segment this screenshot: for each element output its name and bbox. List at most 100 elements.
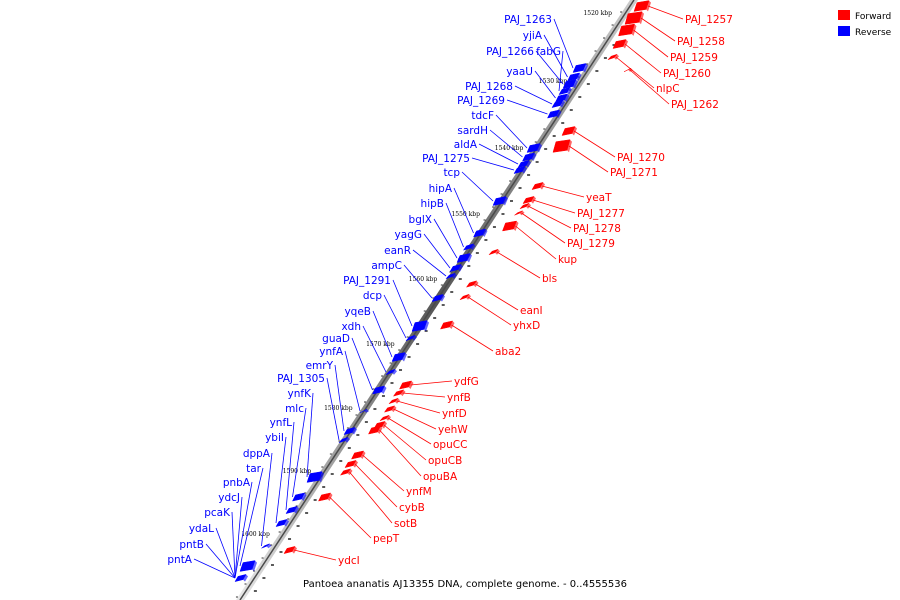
gene-label-ydcI[interactable]: ydcI (338, 555, 360, 567)
gene-label-ybiI[interactable]: ybiI (265, 432, 284, 444)
leader-line (362, 454, 405, 492)
gene-label-ynfL[interactable]: ynfL (270, 417, 293, 429)
gene-label-kup[interactable]: kup (558, 254, 577, 266)
gene-label-PAJ_1269[interactable]: PAJ_1269 (457, 95, 505, 107)
gene-reverse-tar-edge (252, 560, 257, 572)
leader-line (527, 205, 572, 229)
gene-label-pepT[interactable]: pepT (373, 533, 400, 545)
gene-label-PAJ_1291[interactable]: PAJ_1291 (343, 275, 391, 287)
gene-label-tdcF[interactable]: tdcF (471, 110, 494, 122)
gene-label-pntB[interactable]: pntB (179, 539, 204, 551)
gene-label-PAJ_1271[interactable]: PAJ_1271 (610, 167, 658, 179)
gene-label-yqeB[interactable]: yqeB (344, 306, 371, 318)
gene-label-yehW[interactable]: yehW (438, 424, 468, 436)
gene-label-opuCB[interactable]: opuCB (428, 455, 462, 467)
gene-label-hipA[interactable]: hipA (429, 183, 453, 195)
gene-label-ynfD[interactable]: ynfD (442, 408, 467, 420)
gene-label-ydcJ[interactable]: ydcJ (218, 492, 240, 504)
gene-label-ynfM[interactable]: ynfM (406, 486, 432, 498)
gene-label-sotB[interactable]: sotB (394, 518, 417, 530)
gene-label-ynfA[interactable]: ynfA (319, 346, 344, 358)
gene-label-yagG[interactable]: yagG (395, 229, 422, 241)
gene-label-hipB[interactable]: hipB (421, 198, 444, 210)
gene-label-PAJ_1270[interactable]: PAJ_1270 (617, 152, 665, 164)
leader-line (453, 187, 474, 234)
gene-reverse-dcp-edge (412, 335, 417, 341)
gene-label-pnbA[interactable]: pnbA (223, 477, 251, 489)
gene-label-bglX[interactable]: bglX (409, 214, 432, 226)
gene-label-opuCC[interactable]: opuCC (433, 439, 467, 451)
gene-label-PAJ_1258[interactable]: PAJ_1258 (677, 36, 725, 48)
gene-label-ynfK[interactable]: ynfK (288, 388, 313, 400)
gene-label-yhxD[interactable]: yhxD (513, 320, 540, 332)
gene-label-fabG[interactable]: fabG (536, 46, 561, 58)
gene-label-sardH[interactable]: sardH (457, 125, 488, 137)
gene-label-PAJ_1259[interactable]: PAJ_1259 (670, 52, 718, 64)
gene-reverse-eanR-edge (452, 273, 457, 279)
gene-label-yaaU[interactable]: yaaU (506, 66, 533, 78)
scale-tick-label: 1530 kbp (539, 78, 568, 85)
gene-reverse-pnbA-edge (243, 574, 248, 582)
leader-line (379, 429, 422, 477)
scale-tick-label: 1520 kbp (583, 10, 612, 17)
gene-label-emrY[interactable]: emrY (306, 360, 334, 372)
gene-label-PAJ_1279[interactable]: PAJ_1279 (567, 238, 615, 250)
gene-label-ydfG[interactable]: ydfG (454, 376, 479, 388)
leader-line (285, 421, 295, 511)
gene-reverse-hipA-edge (482, 228, 488, 238)
leader-line (383, 294, 407, 339)
gene-label-ydaL[interactable]: ydaL (189, 523, 214, 535)
gene-label-PAJ_1278[interactable]: PAJ_1278 (573, 223, 621, 235)
gene-label-aba2[interactable]: aba2 (495, 346, 521, 358)
gene-label-opuBA[interactable]: opuBA (423, 471, 458, 483)
gene-reverse-PAJ_1268-edge (560, 100, 565, 108)
gene-label-aldA[interactable]: aldA (454, 139, 478, 151)
gene-label-yeaT[interactable]: yeaT (586, 192, 612, 204)
gene-label-PAJ_1305[interactable]: PAJ_1305 (277, 373, 325, 385)
gene-label-PAJ_1262[interactable]: PAJ_1262 (671, 99, 719, 111)
gene-label-yjiA[interactable]: yjiA (523, 30, 543, 42)
gene-reverse-tdcF-edge (537, 143, 542, 153)
gene-reverse-dppA-edge (266, 543, 272, 549)
gene-reverse-ynfK-edge (319, 471, 324, 483)
gene-label-eanI[interactable]: eanI (520, 305, 543, 317)
gene-label-ynfB[interactable]: ynfB (447, 392, 471, 404)
gene-label-tar[interactable]: tar (246, 463, 262, 475)
gene-label-nlpC[interactable]: nlpC (656, 83, 680, 95)
gene-label-guaD[interactable]: guaD (322, 333, 350, 345)
gene-label-PAJ_1277[interactable]: PAJ_1277 (577, 208, 625, 220)
gene-label-PAJ_1257[interactable]: PAJ_1257 (685, 14, 733, 26)
leader-line (292, 407, 307, 498)
gene-reverse-ynfA-edge (364, 409, 369, 413)
leader-line (231, 511, 236, 579)
gene-label-PAJ_1266[interactable]: PAJ_1266 (486, 46, 534, 58)
leader-line (543, 34, 568, 78)
leader-line (495, 114, 528, 149)
leader-line (423, 233, 451, 269)
leader-line (396, 400, 441, 414)
gene-label-PAJ_1275[interactable]: PAJ_1275 (422, 153, 470, 165)
gene-label-bls[interactable]: bls (542, 273, 557, 285)
gene-label-dcp[interactable]: dcp (363, 290, 382, 302)
leader-line (521, 212, 566, 244)
gene-label-PAJ_1268[interactable]: PAJ_1268 (465, 81, 513, 93)
gene-label-xdh[interactable]: xdh (341, 321, 361, 333)
leader-line (383, 424, 427, 461)
gene-reverse-PAJ_1269-edge (556, 109, 562, 119)
gene-label-cybB[interactable]: cybB (399, 502, 425, 514)
gene-label-tcp[interactable]: tcp (443, 167, 460, 179)
gene-label-pcaK[interactable]: pcaK (204, 507, 231, 519)
leader-line (461, 171, 494, 202)
gene-label-eanR[interactable]: eanR (384, 245, 411, 257)
gene-label-dppA[interactable]: dppA (243, 448, 271, 460)
gene-label-pntA[interactable]: pntA (167, 554, 192, 566)
leader-line (615, 56, 655, 89)
leader-line (515, 225, 557, 260)
gene-label-PAJ_1263[interactable]: PAJ_1263 (504, 14, 552, 26)
leader-line (402, 392, 446, 398)
gene-label-ampC[interactable]: ampC (371, 260, 402, 272)
gene-label-PAJ_1260[interactable]: PAJ_1260 (663, 68, 711, 80)
gene-label-mlc[interactable]: mlc (285, 403, 304, 415)
gene-reverse-yaaU-edge (564, 93, 570, 103)
legend-label-reverse: Reverse (855, 28, 892, 38)
